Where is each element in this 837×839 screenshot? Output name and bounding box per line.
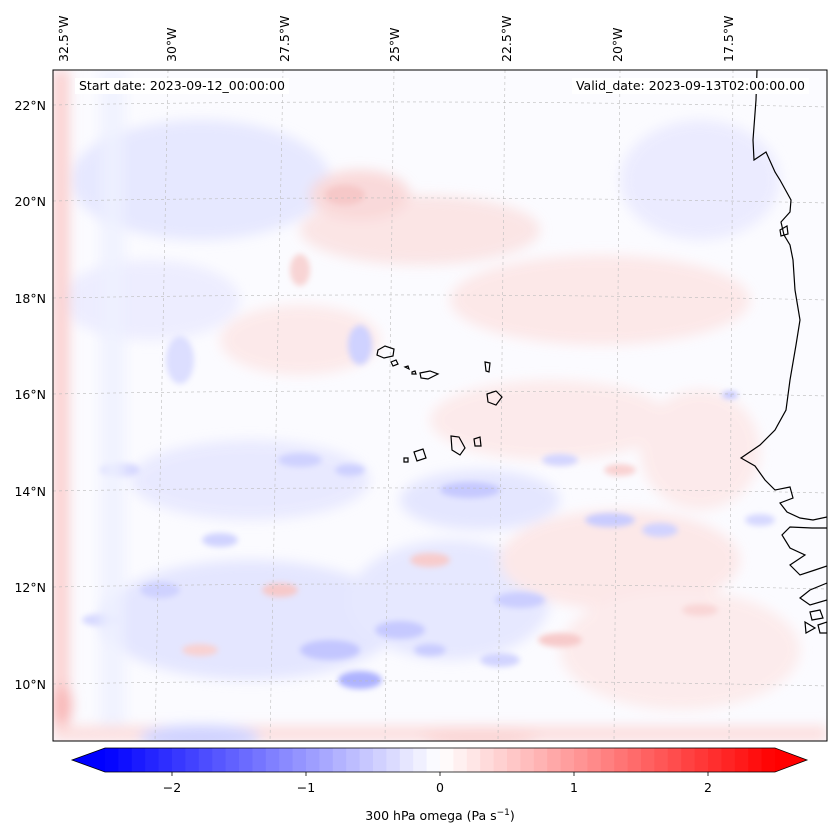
- colorbar-block: [761, 748, 776, 772]
- colorbar-block: [560, 748, 575, 772]
- colorbar-block: [252, 748, 267, 772]
- lon-label: 22.5°W: [499, 16, 514, 62]
- colorbar-block: [440, 748, 454, 772]
- colorbar-tick-label: −2: [163, 780, 181, 795]
- colorbar-tick-label: −1: [297, 780, 315, 795]
- colorbar-tick-label: 2: [704, 780, 712, 795]
- colorbar-block: [507, 748, 521, 772]
- colorbar-block: [466, 748, 481, 772]
- colorbar-tick-label: 0: [436, 780, 444, 795]
- lon-label: 20°W: [610, 27, 625, 62]
- colorbar-block: [172, 748, 186, 772]
- lon-label: 17.5°W: [721, 16, 736, 62]
- colorbar-block: [131, 748, 146, 772]
- colorbar-block: [265, 748, 280, 772]
- colorbar-extend-max: [775, 748, 807, 772]
- colorbar-extend-min: [72, 748, 105, 772]
- colorbar: −2 −1 0 1 2: [70, 747, 809, 795]
- colorbar-block: [493, 748, 508, 772]
- colorbar-block: [292, 748, 307, 772]
- colorbar-block: [547, 748, 561, 772]
- latitude-labels: 22°N 20°N 18°N 16°N 14°N 12°N 10°N: [14, 98, 46, 692]
- lat-label: 10°N: [14, 677, 46, 692]
- colorbar-block: [627, 748, 642, 772]
- colorbar-block: [708, 748, 722, 772]
- graticule: [53, 70, 827, 741]
- colorbar-outline: [70, 747, 809, 773]
- lat-label: 16°N: [14, 387, 46, 402]
- lat-label: 22°N: [14, 98, 46, 113]
- colorbar-block: [212, 748, 226, 772]
- colorbar-blocks: [72, 748, 807, 772]
- colorbar-block: [533, 748, 548, 772]
- lon-label: 30°W: [164, 27, 179, 62]
- colorbar-block: [748, 748, 762, 772]
- lat-label: 20°N: [14, 194, 46, 209]
- lat-label: 18°N: [14, 291, 46, 306]
- lat-label: 12°N: [14, 580, 46, 595]
- colorbar-block: [105, 748, 119, 772]
- colorbar-block: [158, 748, 173, 772]
- start-date-label: Start date: 2023-09-12_00:00:00: [75, 78, 289, 94]
- colorbar-block: [332, 748, 347, 772]
- colorbar-block: [574, 748, 588, 772]
- colorbar-block: [413, 748, 427, 772]
- colorbar-block: [373, 748, 387, 772]
- colorbar-block: [667, 748, 682, 772]
- colorbar-block: [346, 748, 360, 772]
- colorbar-block: [239, 748, 253, 772]
- colorbar-block: [319, 748, 334, 772]
- lat-label: 14°N: [14, 484, 46, 499]
- colorbar-block: [734, 748, 749, 772]
- colorbar-block: [520, 748, 535, 772]
- islands: [376, 345, 503, 463]
- colorbar-block: [480, 748, 494, 772]
- colorbar-tick-label: 1: [570, 780, 578, 795]
- colorbar-block: [721, 748, 736, 772]
- colorbar-block: [587, 748, 602, 772]
- colorbar-block: [359, 748, 374, 772]
- colorbar-block: [600, 748, 615, 772]
- lon-label: 32.5°W: [56, 16, 71, 62]
- valid-date-label: Valid_date: 2023-09-13T02:00:00.00: [571, 78, 809, 94]
- colorbar-block: [681, 748, 695, 772]
- colorbar-block: [694, 748, 709, 772]
- colorbar-block: [118, 748, 133, 772]
- colorbar-block: [306, 748, 320, 772]
- colorbar-block: [641, 748, 655, 772]
- colorbar-title-end: ): [509, 808, 515, 824]
- omega-field: [53, 70, 827, 741]
- colorbar-block: [198, 748, 213, 772]
- map-frame: [52, 69, 828, 742]
- colorbar-block: [453, 748, 468, 772]
- colorbar-ticks: [171, 772, 709, 776]
- colorbar-title: 300 hPa omega (Pa s−1): [0, 808, 837, 823]
- coastline: [739, 70, 827, 634]
- colorbar-block: [426, 748, 441, 772]
- colorbar-block: [399, 748, 414, 772]
- lon-label: 27.5°W: [277, 16, 292, 62]
- colorbar-block: [279, 748, 293, 772]
- longitude-labels: 32.5°W 30°W 27.5°W 25°W 22.5°W 20°W 17.5…: [56, 16, 736, 62]
- lon-label: 25°W: [387, 27, 402, 62]
- colorbar-block: [145, 748, 159, 772]
- colorbar-block: [654, 748, 669, 772]
- colorbar-title-unit-exponent: −1: [496, 808, 510, 818]
- colorbar-block: [225, 748, 240, 772]
- colorbar-block: [386, 748, 401, 772]
- colorbar-block: [185, 748, 200, 772]
- colorbar-block: [614, 748, 628, 772]
- colorbar-title-main: 300 hPa omega (Pa s: [365, 808, 497, 824]
